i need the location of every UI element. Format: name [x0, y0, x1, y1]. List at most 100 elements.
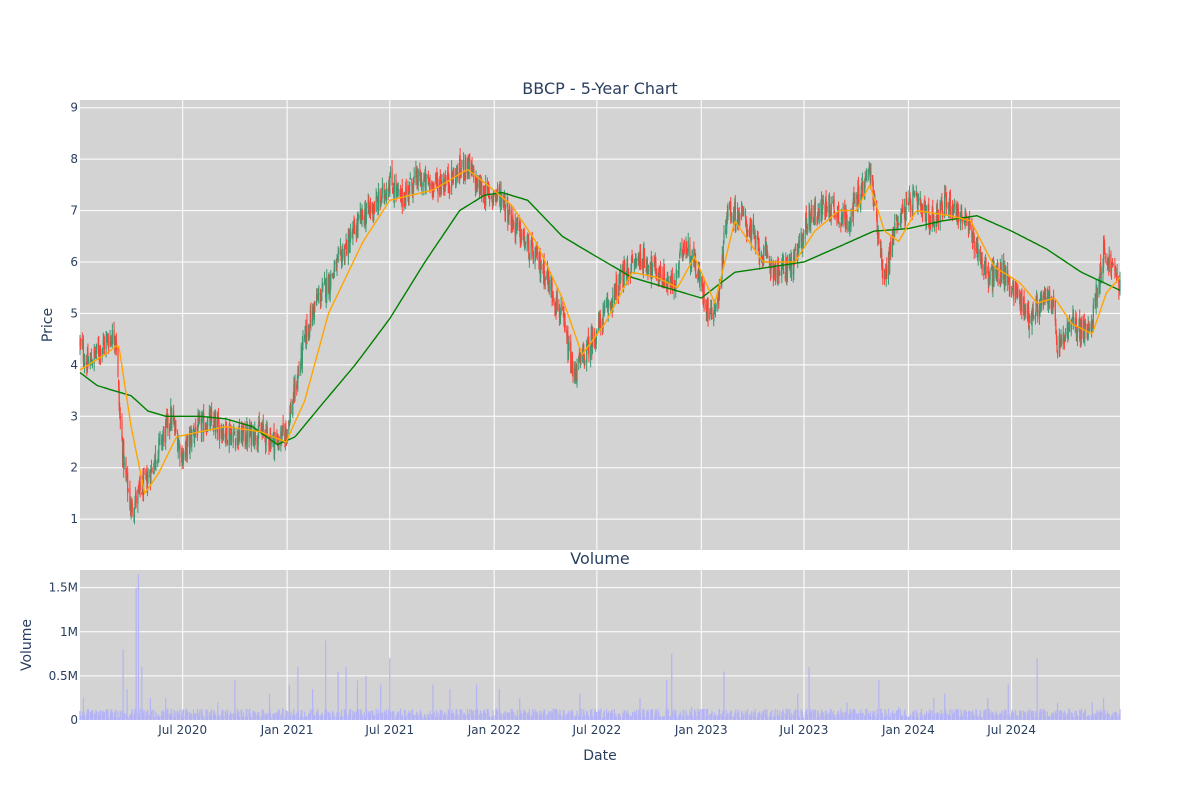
candle-body [512, 214, 514, 224]
candle-body [586, 344, 588, 363]
candle-body [292, 401, 294, 416]
candle-body [79, 340, 81, 346]
candle-body [719, 285, 721, 288]
candle-body [872, 182, 874, 200]
candle-body [806, 225, 808, 230]
candle-body [772, 262, 774, 278]
candle-body [143, 473, 145, 475]
volume-bar [103, 712, 105, 720]
volume-bar [675, 715, 677, 720]
candle-body [963, 220, 965, 222]
volume-bar [666, 680, 668, 720]
candle-body [973, 236, 975, 251]
candle-body [1119, 280, 1121, 292]
candle-body [1112, 264, 1114, 266]
volume-bar [326, 711, 328, 720]
candle-body [552, 295, 554, 302]
volume-bar [880, 708, 882, 720]
candle-body [976, 236, 979, 257]
candle-body [767, 253, 769, 259]
volume-bar [249, 713, 251, 720]
volume-bar [619, 715, 621, 720]
volume-bar [274, 713, 276, 720]
candle-body [864, 181, 866, 199]
volume-bar [79, 710, 81, 720]
candle-body [594, 337, 596, 341]
candle-body [389, 177, 391, 194]
candle-body [391, 168, 393, 186]
volume-bar [211, 708, 213, 720]
volume-bar [673, 709, 675, 720]
candle-body [941, 205, 944, 218]
candle-body [123, 440, 125, 469]
volume-bar [399, 708, 402, 720]
candle-body [405, 186, 407, 194]
candle-body [1102, 241, 1105, 267]
volume-bar [461, 709, 463, 720]
candle-body [1072, 312, 1075, 325]
volume-bar [126, 689, 128, 720]
volume-bar [139, 708, 141, 720]
volume-bar [887, 708, 890, 720]
candle-body [1064, 336, 1066, 340]
price-y-tick-label: 4 [70, 358, 78, 372]
candle-body [1074, 322, 1076, 327]
candle-body [558, 307, 560, 309]
volume-bar [182, 709, 184, 720]
candle-body [808, 210, 810, 230]
volume-bar [207, 715, 209, 720]
candle-body [171, 415, 173, 425]
candle-body [1091, 323, 1093, 331]
candle-body [294, 381, 296, 398]
candle-body [987, 269, 989, 284]
candle-body [546, 269, 549, 281]
candle-body [423, 179, 425, 187]
candle-body [365, 210, 368, 216]
volume-bar [361, 714, 364, 720]
candle-body [304, 335, 306, 340]
candle-body [599, 313, 601, 324]
volume-bar [195, 712, 197, 720]
volume-bar [87, 709, 90, 720]
price-y-tick-label: 6 [70, 255, 78, 269]
candle-body [289, 411, 291, 423]
volume-bar [544, 709, 546, 720]
candle-body [468, 157, 470, 172]
candle-body [560, 304, 562, 312]
volume-bar [437, 712, 439, 720]
candle-body [321, 283, 323, 291]
volume-bar [695, 716, 697, 720]
candle-body [928, 205, 930, 228]
volume-bar [334, 716, 336, 720]
candle-body [1110, 253, 1112, 273]
candle-body [580, 353, 582, 362]
candle-body [548, 272, 550, 281]
volume-plot-area [80, 570, 1120, 720]
candle-body [812, 205, 814, 222]
candle-body [714, 305, 716, 307]
candle-body [194, 434, 196, 440]
candle-body [790, 258, 793, 274]
candle-body [588, 343, 590, 358]
candle-body [726, 215, 728, 227]
candle-body [850, 208, 852, 224]
volume-bar [318, 715, 320, 720]
candle-body [563, 315, 565, 324]
volume-bar [1036, 658, 1038, 720]
candle-body [468, 154, 470, 161]
candle-body [1009, 286, 1011, 294]
candle-body [445, 177, 447, 182]
candle-body [1115, 273, 1117, 275]
volume-bar [356, 680, 359, 720]
volume-bar [286, 711, 288, 720]
candle-body [163, 429, 165, 443]
volume-bar [552, 708, 554, 720]
volume-bar [500, 714, 503, 720]
volume-bar [173, 709, 175, 720]
volume-bar [1049, 715, 1051, 720]
candle-body [975, 248, 977, 251]
candle-body [1008, 276, 1010, 283]
candle-body [94, 347, 96, 353]
candle-body [596, 330, 598, 334]
candle-body [290, 405, 292, 414]
